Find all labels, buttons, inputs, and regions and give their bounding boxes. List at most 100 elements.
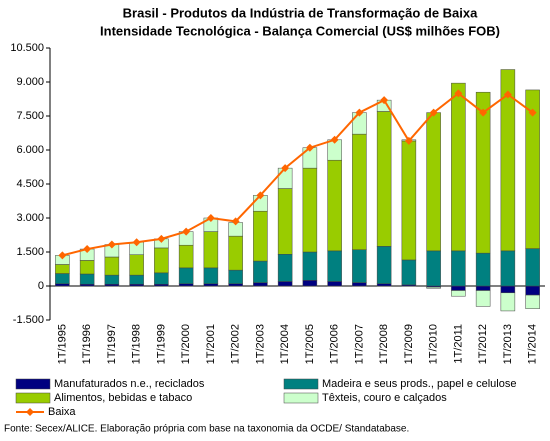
legend-label: Manufaturados n.e., reciclados bbox=[54, 378, 205, 390]
x-tick-label: 1T/2006 bbox=[329, 324, 341, 364]
line-marker bbox=[355, 108, 364, 117]
bar bbox=[451, 290, 466, 297]
bar bbox=[154, 247, 169, 274]
bar bbox=[277, 254, 293, 282]
x-tick-label: 1T/2013 bbox=[502, 324, 514, 364]
bar bbox=[253, 210, 268, 262]
line-marker bbox=[479, 108, 488, 117]
chart-title: Brasil - Produtos da Indústria de Transf… bbox=[123, 5, 478, 20]
bar bbox=[426, 112, 441, 252]
bar bbox=[451, 250, 466, 287]
bar bbox=[104, 256, 120, 276]
x-tick-label: 1T/2011 bbox=[452, 324, 464, 364]
x-tick-label: 1T/1995 bbox=[56, 324, 68, 364]
x-tick-label: 1T/2005 bbox=[304, 324, 316, 364]
bar bbox=[426, 286, 441, 289]
line-marker bbox=[404, 136, 413, 145]
line-marker bbox=[107, 240, 116, 249]
bar bbox=[475, 285, 491, 291]
bar bbox=[55, 264, 70, 274]
y-tick-label: 9.000 bbox=[16, 76, 44, 88]
legend-label: Baixa bbox=[48, 406, 76, 418]
bar bbox=[475, 91, 491, 254]
line-marker bbox=[182, 227, 191, 236]
bar bbox=[228, 269, 243, 284]
line bbox=[62, 92, 534, 257]
bar bbox=[302, 251, 318, 281]
y-tick-label: 0 bbox=[38, 280, 44, 292]
bar bbox=[426, 250, 441, 287]
bar bbox=[401, 140, 417, 261]
line-marker bbox=[528, 108, 537, 117]
line-marker bbox=[58, 251, 67, 260]
bar bbox=[352, 282, 367, 287]
line-marker bbox=[231, 217, 240, 226]
bar bbox=[79, 283, 95, 287]
legend-label: Têxteis, couro e calçados bbox=[322, 392, 447, 404]
bar bbox=[500, 285, 516, 294]
bar bbox=[327, 281, 342, 287]
bar bbox=[104, 274, 120, 285]
x-tick-label: 1T/2002 bbox=[230, 324, 242, 364]
line-marker bbox=[132, 238, 141, 247]
x-tick-label: 1T/2010 bbox=[428, 324, 440, 364]
legend-swatch bbox=[283, 392, 319, 404]
x-tick-label: 1T/2008 bbox=[378, 324, 390, 364]
bar bbox=[178, 267, 194, 284]
bar bbox=[129, 274, 144, 285]
bar bbox=[525, 248, 540, 287]
y-tick-label: 4.500 bbox=[16, 178, 44, 190]
y-tick-label: 6.000 bbox=[16, 144, 44, 156]
line-marker bbox=[429, 108, 438, 117]
bar bbox=[451, 285, 466, 291]
bar bbox=[79, 273, 95, 285]
bar bbox=[104, 283, 120, 287]
bar bbox=[352, 249, 367, 283]
legend-swatch bbox=[15, 378, 51, 390]
bar bbox=[500, 292, 516, 312]
bar bbox=[228, 235, 243, 271]
bar bbox=[327, 159, 342, 252]
x-tick-label: 1T/2003 bbox=[254, 324, 266, 364]
y-tick-label: 10.500 bbox=[10, 42, 44, 54]
x-tick-label: 1T/2012 bbox=[477, 324, 489, 364]
x-tick-label: 1T/2000 bbox=[180, 324, 192, 364]
bar bbox=[352, 133, 367, 250]
line-marker bbox=[380, 96, 389, 105]
line-marker bbox=[256, 191, 265, 200]
line-marker bbox=[305, 143, 314, 152]
bar bbox=[451, 82, 466, 252]
bar bbox=[228, 283, 243, 287]
bar bbox=[302, 280, 318, 287]
legend-swatch bbox=[15, 392, 51, 404]
bar bbox=[525, 285, 540, 296]
bar bbox=[203, 267, 219, 284]
bar bbox=[475, 290, 491, 307]
bar bbox=[277, 188, 293, 255]
bar bbox=[500, 250, 516, 287]
x-tick-label: 1T/2009 bbox=[403, 324, 415, 364]
bar bbox=[525, 89, 540, 249]
bar bbox=[500, 69, 516, 252]
x-tick-label: 1T/2001 bbox=[205, 324, 217, 364]
bar bbox=[253, 260, 268, 283]
y-tick-label: 3.000 bbox=[16, 212, 44, 224]
x-tick-label: 1T/2004 bbox=[279, 324, 291, 364]
bar bbox=[79, 260, 95, 275]
source-note: Fonte: Secex/ALICE. Elaboração própria c… bbox=[4, 424, 409, 435]
bar bbox=[154, 272, 169, 285]
legend-swatch bbox=[283, 378, 319, 390]
bar bbox=[376, 283, 392, 287]
x-tick-label: 1T/2014 bbox=[527, 324, 539, 364]
bar bbox=[525, 294, 540, 309]
x-tick-label: 1T/1997 bbox=[106, 324, 118, 364]
line-marker bbox=[454, 89, 463, 98]
y-tick-label: -1.500 bbox=[13, 314, 44, 326]
y-tick-label: 7.500 bbox=[16, 110, 44, 122]
x-tick-label: 1T/1998 bbox=[131, 324, 143, 364]
bar bbox=[55, 283, 70, 287]
x-tick-label: 1T/1999 bbox=[155, 324, 167, 364]
x-tick-label: 1T/1996 bbox=[81, 324, 93, 364]
bar bbox=[178, 244, 194, 269]
